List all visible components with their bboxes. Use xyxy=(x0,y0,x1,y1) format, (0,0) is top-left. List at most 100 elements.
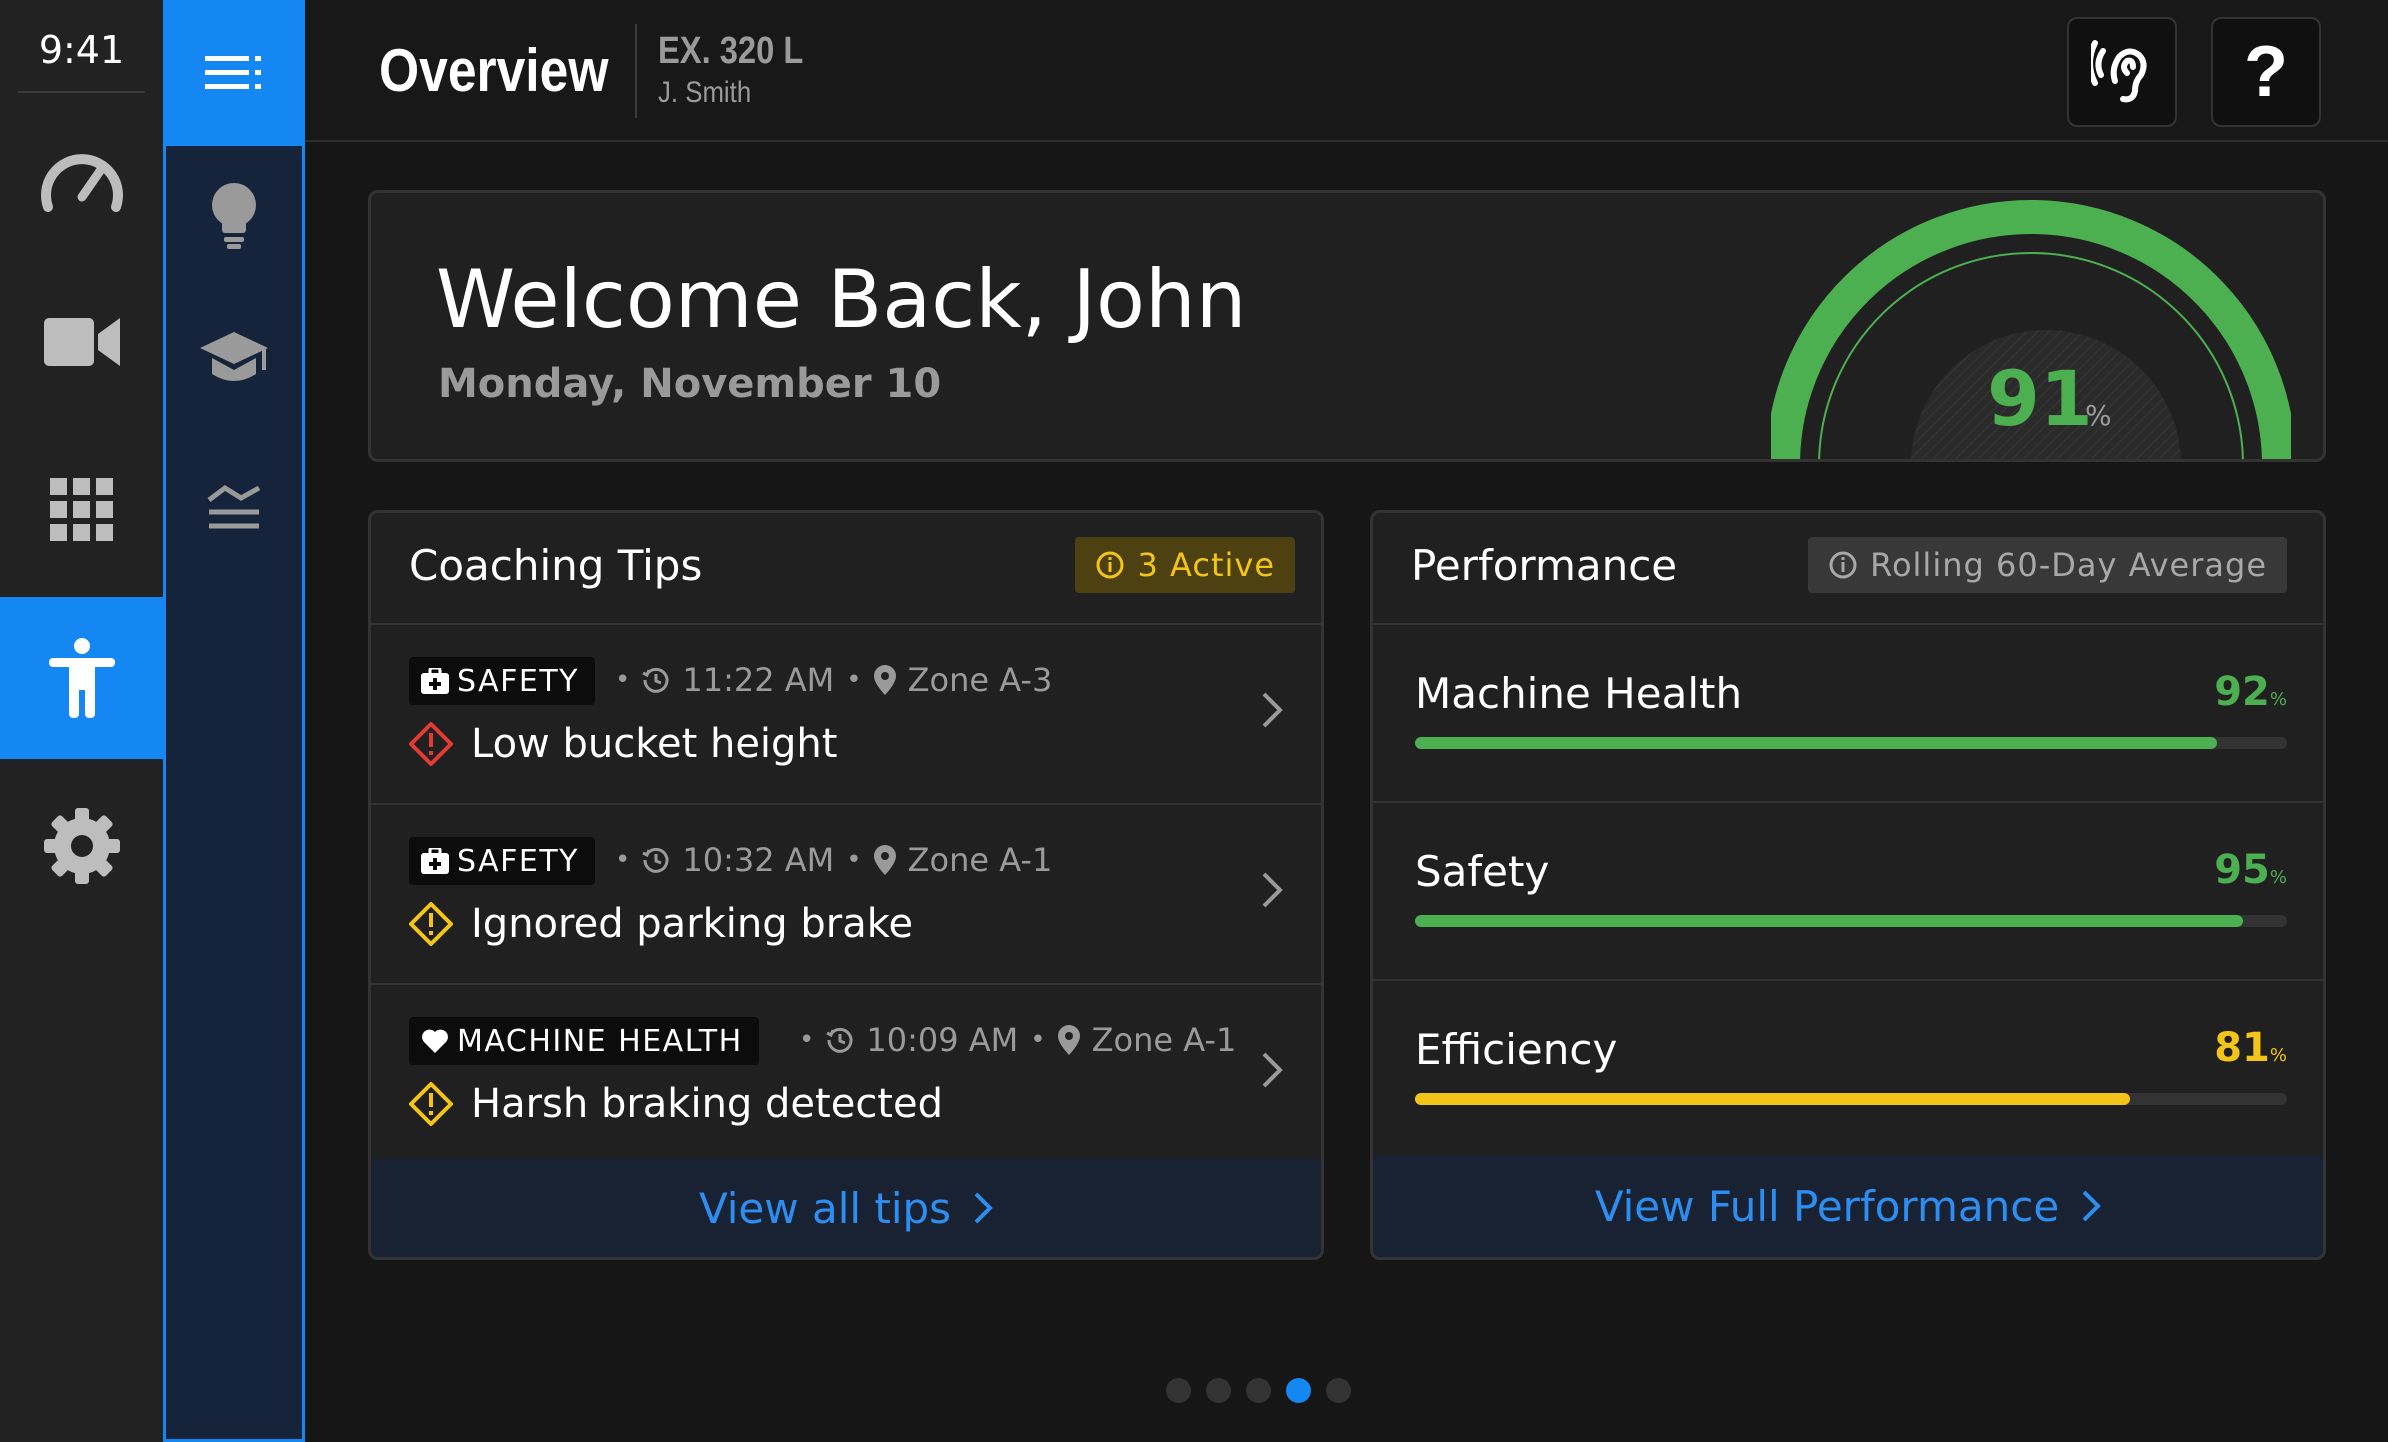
metric-value: 95% xyxy=(2214,847,2287,893)
status-clock: 9:41 xyxy=(38,28,125,72)
history-clock-icon xyxy=(826,1027,853,1053)
welcome-card: Welcome Back, John Monday, November 10 9… xyxy=(368,190,2326,462)
tip-time: 11:22 AM xyxy=(682,661,835,699)
view-full-performance-link[interactable]: View Full Performance xyxy=(1373,1155,2323,1257)
video-camera-icon xyxy=(43,318,120,366)
operator-name: J. Smith xyxy=(658,76,752,109)
welcome-date: Monday, November 10 xyxy=(438,361,942,407)
metric-row: Efficiency 81% xyxy=(1373,981,2323,1159)
tip-row[interactable]: SAFETY • 10:32 AM • Zone A-1 Ignored par… xyxy=(371,805,1321,985)
tip-message: Harsh braking detected xyxy=(409,1081,943,1127)
menu-button[interactable] xyxy=(163,0,305,146)
menu-icon xyxy=(205,56,261,89)
tip-category-tag: SAFETY xyxy=(409,837,595,885)
metric-progress-track xyxy=(1415,737,2287,749)
lightbulb-icon xyxy=(212,183,256,249)
meta-separator: • xyxy=(615,845,631,875)
tip-row[interactable]: SAFETY • 11:22 AM • Zone A-3 Low bucket … xyxy=(371,625,1321,805)
graduation-cap-icon xyxy=(200,332,268,381)
tip-message: Low bucket height xyxy=(409,721,837,767)
meta-separator: • xyxy=(615,665,631,695)
tip-zone: Zone A-1 xyxy=(1091,1021,1237,1059)
page-dot[interactable] xyxy=(1286,1378,1311,1403)
clock-divider xyxy=(18,91,145,93)
view-all-tips-label: View all tips xyxy=(698,1183,952,1233)
metric-label: Safety xyxy=(1415,847,1550,896)
chart-layers-icon xyxy=(207,484,261,529)
chevron-right-icon xyxy=(2082,1190,2102,1222)
tip-category-label: SAFETY xyxy=(457,843,579,879)
tip-message-text: Ignored parking brake xyxy=(471,901,914,947)
page-indicator xyxy=(1166,1378,1351,1403)
tip-message-text: Low bucket height xyxy=(471,721,838,767)
location-pin-icon xyxy=(873,845,896,875)
page-dot[interactable] xyxy=(1206,1378,1231,1403)
metric-progress-fill xyxy=(1415,737,2218,749)
coaching-tips-title: Coaching Tips xyxy=(409,541,703,590)
page-dot[interactable] xyxy=(1166,1378,1191,1403)
tip-meta: • 10:09 AM • Zone A-1 xyxy=(799,1021,1236,1059)
warning-diamond-icon xyxy=(409,902,453,946)
page-dot[interactable] xyxy=(1326,1378,1351,1403)
hearing-assist-icon xyxy=(2091,40,2147,103)
metric-value: 92% xyxy=(2214,669,2287,715)
meta-separator: • xyxy=(846,845,862,875)
metric-label: Efficiency xyxy=(1415,1025,1618,1074)
rail-item-camera[interactable] xyxy=(0,262,163,422)
subnav-item-tips[interactable] xyxy=(166,156,302,276)
metric-progress-track xyxy=(1415,1093,2287,1105)
active-count-label: 3 Active xyxy=(1137,546,1275,584)
tip-row[interactable]: MACHINE HEALTH • 10:09 AM • Zone A-1 Har… xyxy=(371,985,1321,1165)
tip-category-tag: MACHINE HEALTH xyxy=(409,1017,759,1065)
page-dot[interactable] xyxy=(1246,1378,1271,1403)
chevron-right-icon xyxy=(974,1192,993,1224)
view-all-tips-link[interactable]: View all tips xyxy=(371,1159,1321,1257)
metric-value-number: 95 xyxy=(2214,847,2270,893)
warning-diamond-icon xyxy=(409,1082,453,1126)
history-clock-icon xyxy=(642,847,669,873)
meta-separator: • xyxy=(1030,1025,1046,1055)
rolling-average-badge: Rolling 60-Day Average xyxy=(1808,537,2287,593)
metric-value-number: 92 xyxy=(2214,669,2270,715)
first-aid-kit-icon xyxy=(421,848,449,874)
metric-value-unit: % xyxy=(2269,1045,2287,1066)
meta-separator: • xyxy=(799,1025,815,1055)
apps-grid-icon xyxy=(49,478,113,541)
metric-label: Machine Health xyxy=(1415,669,1743,718)
machine-model: EX. 320 L xyxy=(658,30,804,72)
rail-item-dashboard[interactable] xyxy=(0,100,163,260)
location-pin-icon xyxy=(873,665,896,695)
tip-message-text: Harsh braking detected xyxy=(471,1081,943,1127)
header-divider xyxy=(635,24,637,118)
metric-progress-fill xyxy=(1415,915,2244,927)
score-unit: % xyxy=(2085,399,2112,432)
page-title: Overview xyxy=(379,37,609,104)
performance-title: Performance xyxy=(1411,541,1678,590)
first-aid-kit-icon xyxy=(421,668,449,694)
metric-value-unit: % xyxy=(2269,867,2287,888)
rolling-average-label: Rolling 60-Day Average xyxy=(1870,546,2267,584)
help-icon: ? xyxy=(2244,32,2288,112)
heart-icon xyxy=(422,1029,448,1053)
tip-time: 10:32 AM xyxy=(682,841,835,879)
info-icon xyxy=(1829,551,1857,579)
alert-octagon-icon xyxy=(409,722,453,766)
metric-row: Machine Health 92% xyxy=(1373,625,2323,803)
subnav-item-training[interactable] xyxy=(166,300,302,420)
rail-item-apps[interactable] xyxy=(0,430,163,590)
tip-meta: • 10:32 AM • Zone A-1 xyxy=(615,841,1052,879)
chevron-right-icon xyxy=(1262,692,1283,728)
tip-meta: • 11:22 AM • Zone A-3 xyxy=(615,661,1052,699)
subnav-item-performance[interactable] xyxy=(166,448,302,568)
tip-zone: Zone A-1 xyxy=(907,841,1053,879)
rail-item-settings[interactable] xyxy=(0,766,163,926)
metric-progress-track xyxy=(1415,915,2287,927)
help-button[interactable]: ? xyxy=(2211,17,2321,127)
hearing-assist-button[interactable] xyxy=(2067,17,2177,127)
rail-item-operator[interactable] xyxy=(0,597,163,759)
gauge-fill xyxy=(1771,200,2291,459)
accessibility-icon xyxy=(48,638,115,718)
performance-card: Performance Rolling 60-Day Average Machi… xyxy=(1370,510,2326,1260)
meta-separator: • xyxy=(846,665,862,695)
metric-value-unit: % xyxy=(2269,689,2287,710)
